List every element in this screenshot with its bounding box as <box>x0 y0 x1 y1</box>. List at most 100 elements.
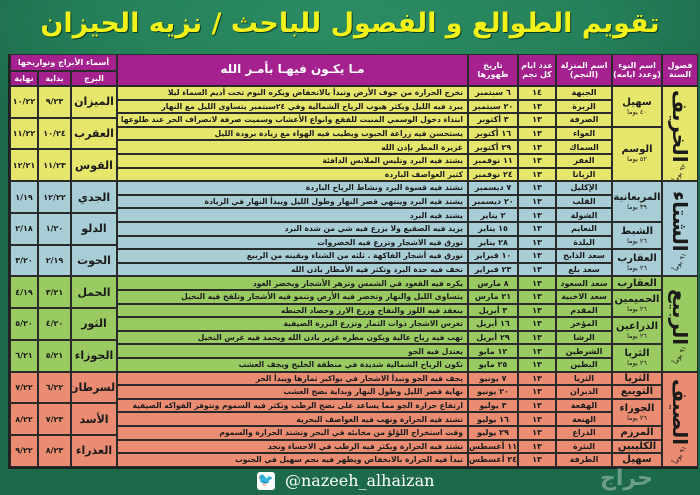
description-row: يكره فيه القعود في الشمس وتزهر الأشجار و… <box>117 276 468 290</box>
naw-cell: الثريا <box>612 371 662 386</box>
manzila-name: الزبانا <box>556 167 612 182</box>
description-row: نهاية قصر الليل وطول النهار وبداية نضج ا… <box>117 385 468 399</box>
manzila-name: الذراع <box>556 426 612 440</box>
description-row: وقت استخراج اللؤلؤ من مخابئه في البحر وت… <box>117 426 468 440</box>
manzila-name: الطرفة <box>556 453 612 467</box>
naw-cell: سهيل ٤٠ يوما <box>612 86 662 127</box>
manzila-date: ١٦ يوليو <box>468 412 518 426</box>
header-description: مـا يكـون فيهـا بأمـر الله <box>117 54 468 86</box>
naw-cell: التويبع <box>612 385 662 399</box>
description-row: تخف فيه حدة البرد وتكثر فيه الأمطار باذن… <box>117 262 468 277</box>
season-name: الربيع <box>668 288 692 346</box>
season-cell: الصيف ٩١ يوماً <box>662 371 698 467</box>
manzila-name: السماك <box>556 140 612 154</box>
manzila-date: ٢٤ أغسطس <box>468 453 518 467</box>
naw-name: التويبع <box>620 386 654 398</box>
zodiac-name: القوس <box>71 149 117 182</box>
manzila-days: ١٣ <box>518 412 556 426</box>
zodiac-end: ١٢/٢١ <box>10 149 38 182</box>
zodiac-start: ٥/٢١ <box>38 339 71 372</box>
manzila-date: ٢٥ مايو <box>468 358 518 372</box>
manzila-name: الشرطين <box>556 344 612 358</box>
description-row: يعتدل فيه الجو <box>117 344 468 358</box>
naw-days: ٢٦ يوما <box>627 305 647 314</box>
naw-days: ٢٦ يوما <box>627 237 647 246</box>
manzila-name: العواء <box>556 126 612 141</box>
naw-cell: الوسم ٥٢ يوما <box>612 126 662 182</box>
manzila-date: ١٦ أكتوبر <box>468 126 518 141</box>
header-naw: اسم النوء (وعدد ايامه) <box>612 54 662 86</box>
description-row: تورق فيه الاشجار وتزرع فيه الخضروات <box>117 235 468 250</box>
season-name: الخريف <box>668 90 692 163</box>
manzila-date: ٨ مارس <box>468 276 518 290</box>
naw-name: الشبط <box>620 226 654 238</box>
naw-name: الذراعين <box>615 321 659 333</box>
manzila-days: ١٣ <box>518 303 556 318</box>
description-row: تشتد فيه قسوة البرد ونشاط الرياح الباردة <box>117 181 468 195</box>
manzila-days: ١٣ <box>518 439 556 454</box>
manzila-name: الصرفة <box>556 113 612 127</box>
manzila-date: ٣ أبريل <box>468 303 518 318</box>
description-row: ارتفاع حرارة الجو مما يساعد على نضج الرط… <box>117 398 468 413</box>
zodiac-start: ٩/٢٣ <box>38 86 71 118</box>
naw-days: ٥٢ يوما <box>627 155 647 164</box>
naw-cell: الثريا ٢٦ يوما <box>612 344 662 372</box>
zodiac-end: ١١/٢٢ <box>10 117 38 150</box>
zodiac-start: ١/٢٠ <box>38 212 71 245</box>
manzila-date: ٢٠ سبتمبر <box>468 99 518 114</box>
description-row: تكون الرياح الشمالية شديدة في منطقة الخل… <box>117 358 468 372</box>
manzila-date: ٢٠ ديسمبر <box>468 194 518 209</box>
zodiac-start: ٧/٢٣ <box>38 403 71 436</box>
zodiac-end: ٢/١٨ <box>10 212 38 245</box>
manzila-days: ١٣ <box>518 317 556 331</box>
manzila-name: الهقعة <box>556 398 612 413</box>
manzila-date: ٢٨ يناير <box>468 235 518 250</box>
season-name: الشتاء <box>668 191 692 253</box>
zodiac-start: ٤/٢٠ <box>38 308 71 340</box>
description-row: يشتد فيه البرد وتلبس الملابس الدافئة <box>117 154 468 168</box>
manzila-days: ١٣ <box>518 385 556 399</box>
header-season: فصول السنة <box>662 54 698 86</box>
zodiac-start: ١٢/٢٢ <box>38 181 71 213</box>
header-start: بداية <box>38 71 71 86</box>
manzila-days: ١٣ <box>518 194 556 209</box>
manzila-name: الجبهة <box>556 86 612 100</box>
manzila-date: ٢٩ أبريل <box>468 330 518 345</box>
header-zodiac-group: أسماء الأبراج وتواريخها <box>10 54 117 71</box>
manzila-name: القلب <box>556 194 612 209</box>
zodiac-name: الثور <box>71 308 117 340</box>
naw-days: ٣٩ يوما <box>627 203 647 212</box>
naw-name: الجوزاء <box>619 402 655 414</box>
description-row: تبدأ فيه الحرارة بالانخفاض ويظهر فيه نجم… <box>117 453 468 467</box>
zodiac-end: ٦/٢١ <box>10 339 38 372</box>
zodiac-name: الجدي <box>71 181 117 213</box>
header-zodiac: البرج <box>71 71 117 86</box>
zodiac-start: ١١/٢٣ <box>38 149 71 182</box>
calendar-table: فصول السنة اسم النوء (وعدد ايامه) اسم المن… <box>8 54 698 469</box>
zodiac-name: العذراء <box>71 435 117 467</box>
zodiac-end: ٣/٢٠ <box>10 244 38 277</box>
manzila-days: ١٣ <box>518 249 556 263</box>
manzila-date: ٢٣ فبراير <box>468 262 518 277</box>
manzila-days: ١٣ <box>518 344 556 358</box>
zodiac-start: ٨/٢٣ <box>38 435 71 467</box>
manzila-days: ١٣ <box>518 167 556 182</box>
manzila-days: ١٣ <box>518 398 556 413</box>
manzila-date: ١٦ أبريل <box>468 317 518 331</box>
manzila-date: ١١ نوفمبر <box>468 154 518 168</box>
manzila-name: الزبرة <box>556 99 612 114</box>
manzila-date: ٣ يوليو <box>468 398 518 413</box>
zodiac-end: ٨/٢٢ <box>10 403 38 436</box>
manzila-days: ١٣ <box>518 126 556 141</box>
manzila-date: ٢٤ نوفمبر <box>468 167 518 182</box>
description-row: تشتد فيه الحرارة وتهب فيه العواصف البحري… <box>117 412 468 426</box>
naw-cell: الذراعين ٢٦ يوما <box>612 317 662 345</box>
manzila-date: ٧ يونيو <box>468 371 518 386</box>
manzila-name: الثريا <box>556 371 612 386</box>
manzila-name: المؤخر <box>556 317 612 331</box>
zodiac-name: الحوت <box>71 244 117 277</box>
manzila-name: الإكليل <box>556 181 612 195</box>
description-row: تشتد فيه الحرارة ويكثر فيه الرطب في الاح… <box>117 439 468 454</box>
season-days: ٩٢ يوماً <box>671 162 689 182</box>
manzila-name: الغفر <box>556 154 612 168</box>
